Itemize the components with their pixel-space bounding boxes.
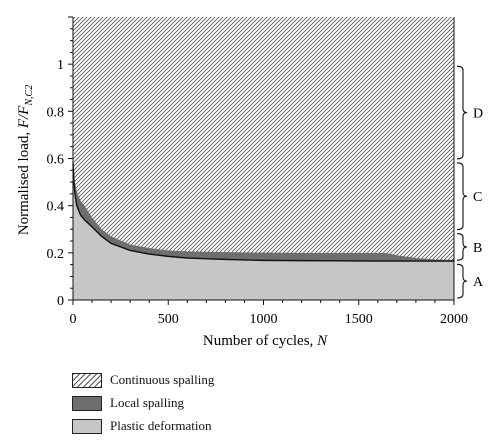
legend-item-plastic-deformation: Plastic deformation: [72, 416, 214, 436]
legend-label: Plastic deformation: [110, 418, 212, 433]
plot-area: [72, 17, 454, 300]
x-tick-label: 500: [158, 312, 179, 327]
plastic-boundary-line: [72, 163, 454, 262]
x-axis-label: Number of cycles, N: [203, 333, 328, 349]
region-label-d: D: [473, 107, 483, 122]
x-tick-label: 2000: [440, 312, 468, 327]
x-tick-label: 1000: [250, 312, 278, 327]
y-tick-label: 0: [57, 294, 64, 309]
y-tick-label: 0.4: [47, 200, 65, 215]
legend-label: Continuous spalling: [110, 372, 215, 387]
legend-item-local-spalling: Local spalling: [72, 393, 214, 413]
region-label-a: A: [473, 275, 484, 290]
region-bracket-c: [456, 162, 468, 231]
y-tick-label: 0.2: [47, 247, 65, 262]
y-tick-label: 1: [57, 58, 64, 73]
hatched-swatch-icon: [72, 372, 102, 388]
axes: 0 0.2 0.4 0.6 0.8 1 0 500 1000 1500 2000: [47, 16, 468, 327]
series-plastic-deformation: [73, 163, 454, 300]
region-label-c: C: [473, 190, 482, 205]
legend-label: Local spalling: [110, 395, 185, 410]
region-bracket-b: [456, 233, 468, 261]
region-brackets: A B C D: [456, 65, 484, 299]
x-tick-label: 1500: [345, 312, 373, 327]
y-tick-label: 0.6: [47, 153, 65, 168]
x-tick-label: 0: [70, 312, 77, 327]
dark-gray-swatch-icon: [72, 395, 102, 411]
y-tick-label: 0.8: [47, 105, 65, 120]
legend: Continuous spalling Local spalling Plast…: [72, 370, 214, 439]
y-axis-label: Normalised load, F/FN,C2: [16, 85, 35, 235]
region-bracket-d: [456, 65, 468, 160]
light-gray-swatch-icon: [72, 418, 102, 434]
region-label-b: B: [473, 241, 482, 256]
region-bracket-a: [456, 263, 468, 299]
legend-item-continuous-spalling: Continuous spalling: [72, 370, 214, 390]
